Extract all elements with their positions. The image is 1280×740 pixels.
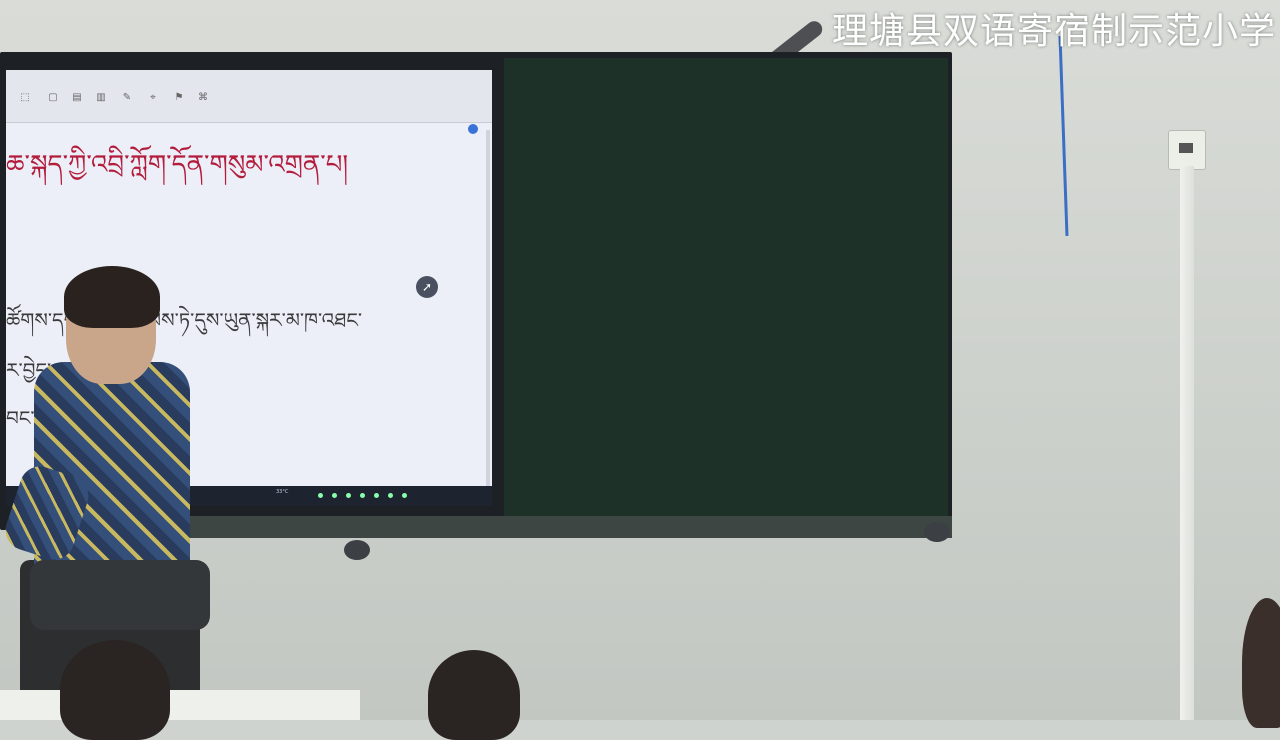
page-indicator-icon[interactable] bbox=[468, 124, 478, 134]
teacher-jacket-around-waist bbox=[30, 560, 210, 630]
board-mount bbox=[924, 522, 950, 542]
student-side bbox=[1242, 598, 1280, 728]
ribbon-item[interactable]: ⌖ bbox=[150, 92, 156, 103]
ribbon-item[interactable]: ⬚ bbox=[20, 92, 30, 103]
blackboard-panel bbox=[504, 58, 948, 516]
ribbon-item[interactable]: ▢ bbox=[48, 92, 58, 103]
front-desk bbox=[0, 690, 360, 720]
slide-title: ཆ་སྐད་ཀྱི་འབྲི་ཀློག་དོན་གསུམ་འགྲན་པ། bbox=[6, 150, 349, 180]
board-mount bbox=[344, 540, 370, 560]
tray-icon[interactable] bbox=[360, 493, 365, 498]
tray-icon[interactable] bbox=[332, 493, 337, 498]
slide-text-line: ཚོགས་དག་ ཀྱིས་བརྩམས་ཏེ་དུས་ཡུན་སྐར་མ་ཁ་འ… bbox=[6, 308, 363, 332]
tray-icon[interactable] bbox=[374, 493, 379, 498]
ribbon-item[interactable]: ⌘ bbox=[198, 92, 208, 103]
ribbon-item[interactable]: ▥ bbox=[96, 92, 106, 103]
ribbon-item[interactable]: ✎ bbox=[122, 92, 132, 103]
ribbon-item[interactable]: ⚑ bbox=[174, 92, 184, 103]
ribbon-item[interactable]: ▤ bbox=[72, 92, 82, 103]
tray-icon[interactable] bbox=[318, 493, 323, 498]
school-watermark: 理塘县双语寄宿制示范小学 bbox=[831, 11, 1276, 52]
wall-conduit bbox=[1180, 166, 1194, 720]
vertical-scrollbar[interactable] bbox=[486, 130, 490, 490]
tray-icon[interactable] bbox=[346, 493, 351, 498]
student-head bbox=[428, 650, 520, 740]
student-head bbox=[60, 640, 170, 740]
tray-icon[interactable] bbox=[388, 493, 393, 498]
board-tray bbox=[180, 516, 952, 538]
rocket-icon[interactable]: ➚ bbox=[416, 276, 438, 298]
weather-temperature: 33°C bbox=[276, 489, 289, 495]
tray-icon[interactable] bbox=[402, 493, 407, 498]
teacher-hair bbox=[64, 266, 160, 328]
app-ribbon-toolbar: ⬚ ▢ ▤ ▥ ✎ ⌖ ⚑ ⌘ bbox=[6, 70, 492, 123]
wall-sensor-plate bbox=[1168, 130, 1206, 170]
